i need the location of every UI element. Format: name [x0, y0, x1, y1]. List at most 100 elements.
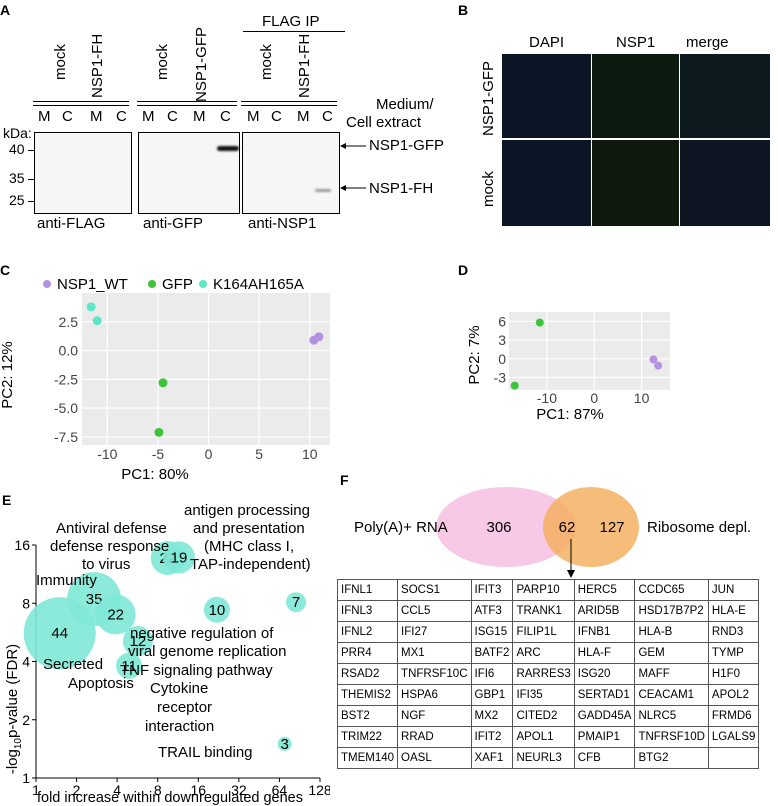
band-label-nsp1-gfp: NSP1-GFP	[369, 137, 445, 154]
gene-cell: GADD45A	[573, 705, 636, 727]
x-tick-label: 16	[190, 782, 206, 798]
marker-label: 40	[9, 141, 25, 157]
x-tick-label: 2	[73, 782, 81, 798]
sample-label: mock	[52, 44, 69, 80]
kda-label: kDa:	[3, 125, 32, 141]
lane-label: C	[167, 108, 178, 125]
legend-label: GFP	[162, 276, 193, 293]
x-axis-label: fold increase within downregulated genes	[37, 790, 303, 806]
lane-label: M	[38, 108, 51, 125]
gene-cell: RRAD	[397, 726, 472, 748]
blot-anti-nsp1	[242, 132, 340, 214]
lane-label: C	[62, 108, 73, 125]
annotation: TAP-independent)	[190, 556, 311, 573]
antibody-label: anti-FLAG	[37, 215, 106, 232]
y-axis-label: -log10p-value (FDR)	[4, 644, 24, 774]
gene-cell: NEURL3	[512, 747, 575, 769]
gene-cell: IFNL1	[336, 579, 399, 601]
gene-cell: IFIT3	[470, 579, 514, 601]
lane-label: M	[297, 108, 310, 125]
panel-a-letter: A	[0, 2, 11, 18]
annotation: receptor	[157, 699, 212, 716]
marker-tick	[28, 179, 34, 180]
gene-cell: APOL2	[707, 684, 760, 706]
gene-cell: IFIT2	[470, 726, 514, 748]
gene-cell: THEMIS2	[336, 684, 399, 706]
gene-cell: RND3	[707, 621, 760, 643]
gene-cell: CCDC65	[634, 579, 709, 601]
gene-cell: IFI6	[470, 663, 514, 685]
sample-label: NSP1-FH	[296, 33, 313, 98]
gene-cell: MAFF	[634, 663, 709, 685]
marker-tick	[28, 201, 34, 202]
gene-cell: SERTAD1	[573, 684, 636, 706]
blot-anti-gfp	[138, 132, 240, 214]
gene-cell: CITED2	[512, 705, 575, 727]
gene-cell: PRR4	[336, 642, 399, 664]
table-row: RSAD2 TNFRSF10C IFI6 RARRES3 ISG20 MAFF H1F0	[336, 663, 760, 685]
venn-right-label: Ribosome depl.	[647, 519, 751, 536]
gene-cell: FILIP1L	[512, 621, 575, 643]
y-tick-label: 8	[22, 595, 30, 611]
sample-label: mock	[258, 44, 275, 80]
legend-marker-nsp1-wt	[43, 280, 51, 288]
data-point	[314, 332, 324, 342]
gene-cell: APOL1	[512, 726, 575, 748]
gene-cell: TMEM140	[336, 747, 399, 769]
y-tick-label: 16	[14, 537, 30, 553]
gene-cell: HERC5	[573, 579, 636, 601]
gene-table: IFNL1 SOCS1 IFIT3 PARP10 HERC5 CCDC65 JUN IFNL3…	[336, 579, 760, 769]
venn-ribosome-circle	[543, 487, 639, 567]
gene-cell: IFI35	[512, 684, 575, 706]
bubble-count-label: 19	[171, 549, 188, 566]
micro-mock-dapi	[502, 140, 591, 226]
gene-cell: BST2	[336, 705, 399, 727]
table-row: IFNL1 SOCS1 IFIT3 PARP10 HERC5 CCDC65 JUN	[336, 579, 760, 601]
x-tick-label: -10	[97, 446, 117, 462]
bubble	[122, 626, 153, 657]
bubble-count-label: 7	[292, 594, 300, 611]
annotation: antigen processing	[184, 502, 310, 519]
panel-d-letter: D	[458, 262, 469, 278]
data-point	[654, 361, 663, 370]
bubble-e-plot: 1248163264128168421443522221912111073	[14, 537, 330, 798]
marker-label: 25	[9, 192, 25, 208]
bubble-count-label: 44	[51, 625, 68, 642]
gene-cell: TRANK1	[512, 600, 575, 622]
gene-cell: TNFRSF10C	[397, 663, 472, 685]
y-tick-label: 3	[498, 332, 506, 348]
gene-cell: ISG20	[573, 663, 636, 685]
y-tick-label: 6	[498, 313, 506, 329]
gene-cell	[707, 747, 760, 769]
gene-cell: HLA-F	[573, 642, 636, 664]
x-axis-label: PC1: 80%	[121, 466, 189, 483]
y-tick-label: -7.5	[54, 429, 78, 445]
sample-label: NSP1-FH	[89, 33, 106, 98]
gene-cell: HSPA6	[397, 684, 472, 706]
x-tick-label: -5	[152, 446, 165, 462]
sample-label: mock	[154, 44, 171, 80]
gene-cell: TRIM22	[336, 726, 399, 748]
gene-cell: CFB	[573, 747, 636, 769]
gene-cell: GEM	[634, 642, 709, 664]
lane-label: M	[90, 108, 103, 125]
legend-marker-k164	[199, 280, 207, 288]
x-tick-label: 10	[634, 390, 650, 406]
data-point	[649, 355, 658, 364]
lane-label: M	[193, 108, 206, 125]
gene-cell: IFNB1	[573, 621, 636, 643]
bubble-annotations: Antiviral defense defense response to vi…	[36, 502, 311, 761]
x-axis-label: PC1: 87%	[536, 406, 604, 423]
venn-polya-circle	[436, 487, 576, 567]
plot-background	[509, 312, 670, 390]
table-row: PRR4 MX1 BATF2 ARC HLA-F GEM TYMP	[336, 642, 760, 664]
gene-cell: CEACAM1	[634, 684, 709, 706]
annotation: Immunity	[36, 572, 97, 589]
data-point	[535, 318, 544, 327]
micro-nsp1gfp-merge	[680, 54, 770, 138]
micro-column-label: merge	[686, 34, 729, 51]
band-nsp1-gfp	[217, 146, 239, 151]
y-tick-label: 2.5	[59, 314, 79, 330]
y-tick-label: -5.0	[54, 400, 78, 416]
x-tick-label: 0	[205, 446, 213, 462]
